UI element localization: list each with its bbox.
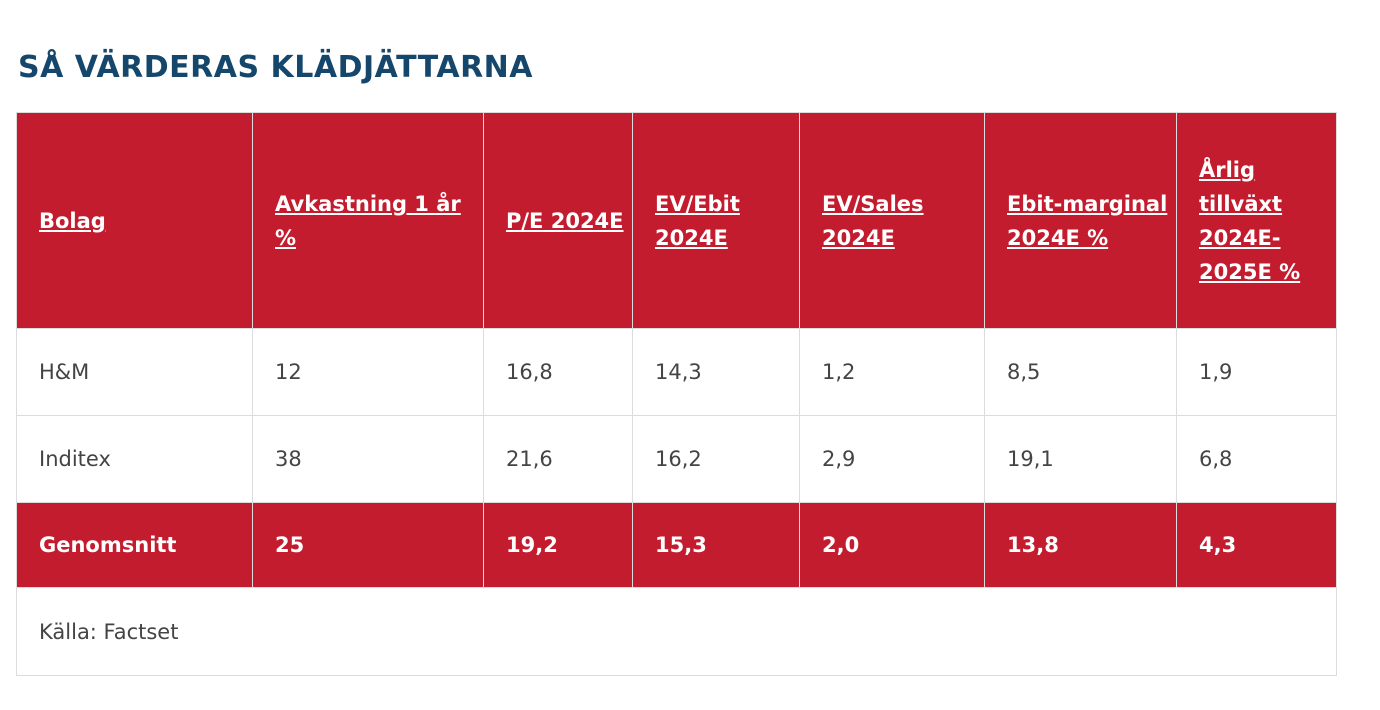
cell-ebit-marginal: 13,8 [984, 502, 1177, 588]
sort-link-pe[interactable]: P/E 2024E [506, 208, 624, 233]
cell-arlig-tillvaxt: 4,3 [1176, 502, 1337, 588]
table-row-inditex: Inditex 38 21,6 16,2 2,9 19,1 6,8 [16, 415, 1337, 503]
header-cell-pe: P/E 2024E [483, 112, 633, 329]
cell-ev-sales: 2,0 [799, 502, 985, 588]
table-title: SÅ VÄRDERAS KLÄDJÄTTARNA [18, 50, 533, 85]
cell-avkastning: 38 [252, 415, 484, 503]
table-row-hm: H&M 12 16,8 14,3 1,2 8,5 1,9 [16, 328, 1337, 416]
cell-ev-ebit: 16,2 [632, 415, 800, 503]
header-cell-ebit-marginal: Ebit-marginal 2024E % [984, 112, 1177, 329]
header-cell-ev-sales: EV/Sales 2024E [799, 112, 985, 329]
cell-pe: 16,8 [483, 328, 633, 416]
sort-link-ev-ebit[interactable]: EV/Ebit 2024E [655, 191, 740, 250]
cell-company: Inditex [16, 415, 253, 503]
cell-ev-ebit: 14,3 [632, 328, 800, 416]
header-cell-bolag: Bolag [16, 112, 253, 329]
table-row-average: Genomsnitt 25 19,2 15,3 2,0 13,8 4,3 [16, 502, 1337, 588]
cell-ev-ebit: 15,3 [632, 502, 800, 588]
cell-pe: 19,2 [483, 502, 633, 588]
cell-avkastning: 12 [252, 328, 484, 416]
table-row-source: Källa: Factset [16, 587, 1337, 676]
sort-link-avkastning[interactable]: Avkastning 1 år % [275, 191, 461, 250]
cell-ebit-marginal: 8,5 [984, 328, 1177, 416]
cell-ebit-marginal: 19,1 [984, 415, 1177, 503]
cell-company: H&M [16, 328, 253, 416]
valuation-table: Bolag Avkastning 1 år % P/E 2024E EV/Ebi… [16, 112, 1337, 676]
sort-link-ebit-marginal[interactable]: Ebit-marginal 2024E % [1007, 191, 1168, 250]
cell-ev-sales: 1,2 [799, 328, 985, 416]
sort-link-ev-sales[interactable]: EV/Sales 2024E [822, 191, 924, 250]
header-row: Bolag Avkastning 1 år % P/E 2024E EV/Ebi… [16, 112, 1337, 329]
cell-arlig-tillvaxt: 6,8 [1176, 415, 1337, 503]
source-note: Källa: Factset [16, 587, 1337, 676]
sort-link-arlig-tillvaxt[interactable]: Årlig tillväxt 2024E-2025E % [1199, 157, 1301, 284]
sort-link-bolag[interactable]: Bolag [39, 208, 106, 233]
header-cell-ev-ebit: EV/Ebit 2024E [632, 112, 800, 329]
header-cell-arlig-tillvaxt: Årlig tillväxt 2024E-2025E % [1176, 112, 1337, 329]
cell-company: Genomsnitt [16, 502, 253, 588]
cell-pe: 21,6 [483, 415, 633, 503]
cell-ev-sales: 2,9 [799, 415, 985, 503]
cell-arlig-tillvaxt: 1,9 [1176, 328, 1337, 416]
cell-avkastning: 25 [252, 502, 484, 588]
header-cell-avkastning: Avkastning 1 år % [252, 112, 484, 329]
